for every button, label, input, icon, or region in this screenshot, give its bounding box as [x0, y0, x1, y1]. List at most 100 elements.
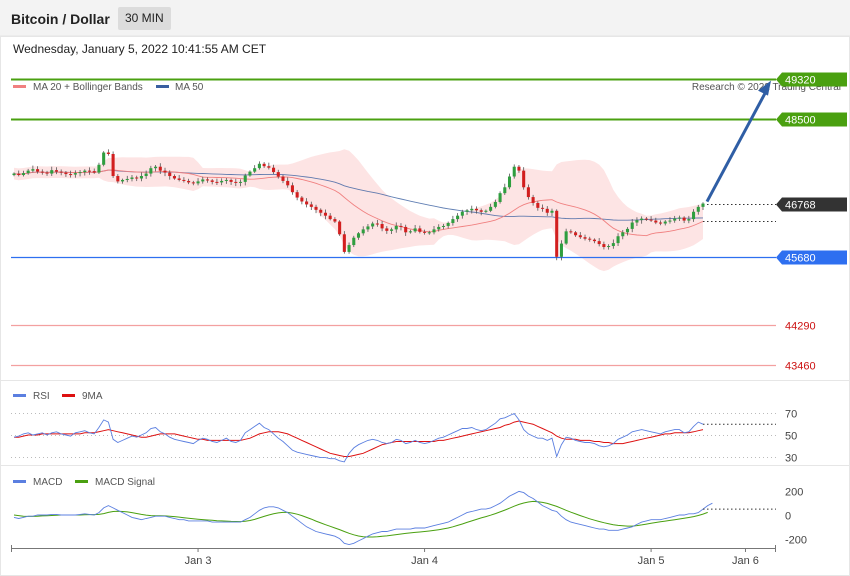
candle — [385, 226, 389, 234]
candle-body — [333, 219, 337, 222]
candle — [522, 167, 526, 190]
candle — [87, 167, 92, 175]
candle — [621, 229, 625, 240]
candle-body — [144, 173, 148, 177]
candle — [59, 169, 63, 176]
candle — [408, 229, 412, 234]
candle — [673, 215, 677, 223]
candle — [663, 220, 667, 226]
candle — [191, 180, 195, 186]
candle — [50, 166, 54, 176]
candle — [163, 167, 167, 177]
candle — [215, 178, 219, 186]
candle-body — [522, 170, 526, 188]
candle-body — [12, 173, 16, 176]
candle-body — [272, 167, 276, 173]
candle-body — [432, 229, 436, 233]
candle — [578, 232, 582, 239]
candle-body — [314, 206, 318, 210]
candle — [272, 164, 276, 175]
candle-body — [224, 179, 228, 181]
candle — [564, 228, 568, 245]
candle — [517, 165, 521, 173]
candle — [121, 178, 125, 184]
macd-line — [13, 490, 713, 545]
candle-body — [342, 234, 346, 252]
candle-body — [437, 226, 441, 230]
timeframe-badge[interactable]: 30 MIN — [118, 7, 171, 30]
level-tag-shape — [776, 112, 847, 127]
projection-arrow — [705, 80, 771, 203]
candle — [470, 205, 474, 214]
candle-body — [290, 185, 294, 193]
candle — [40, 169, 44, 175]
price-level-tags: 49320 48500 46768 45680 44290 43460 — [776, 72, 847, 373]
candle — [541, 204, 545, 212]
candle — [531, 194, 535, 206]
rsi-panel: 70 50 30 — [11, 409, 797, 465]
candle-body — [555, 210, 559, 257]
candle-body — [234, 181, 238, 183]
candle — [45, 170, 49, 176]
candle — [253, 165, 257, 173]
candle — [696, 204, 700, 215]
candle-body — [196, 181, 200, 184]
level-tag-shape — [776, 250, 847, 265]
candle-body — [644, 218, 648, 220]
level-tag-shape — [776, 197, 847, 212]
candle-body — [413, 228, 417, 232]
candle-body — [654, 220, 658, 223]
candle — [286, 177, 290, 188]
candle — [550, 208, 554, 217]
candle-body — [630, 222, 634, 229]
candle — [144, 170, 148, 179]
candle — [404, 224, 408, 236]
candle — [479, 208, 483, 216]
candle-body — [545, 208, 549, 213]
ma50-legend-swatch — [156, 85, 169, 88]
candle — [503, 183, 507, 195]
candle-body — [130, 177, 134, 179]
candle — [314, 204, 318, 214]
candle-body — [550, 210, 554, 213]
candle — [507, 173, 512, 190]
candle-body — [40, 171, 44, 173]
level-tag-text: 46768 — [785, 200, 816, 212]
candle-body — [621, 232, 625, 237]
candle-body — [229, 179, 233, 182]
candle-body — [102, 152, 106, 165]
candle-body — [17, 173, 21, 176]
candle-body — [380, 224, 384, 229]
candle — [380, 221, 384, 232]
candle-body — [394, 225, 398, 230]
candle — [692, 209, 696, 222]
candle-body — [470, 208, 474, 211]
candle-body — [390, 229, 394, 231]
candle — [446, 221, 450, 229]
rsi-ma-legend-label: 9MA — [82, 391, 103, 402]
candle-body — [262, 163, 266, 167]
candle — [456, 213, 460, 222]
candle-body — [238, 181, 243, 183]
candle — [26, 168, 30, 175]
candle-body — [168, 172, 172, 177]
candle — [371, 221, 375, 230]
candle-body — [503, 187, 507, 194]
candle-body — [92, 171, 96, 173]
candle — [196, 178, 200, 186]
candle — [375, 219, 379, 227]
candle — [21, 170, 25, 177]
candle-body — [220, 180, 224, 183]
candle — [135, 175, 139, 182]
candle-body — [352, 237, 356, 246]
candle — [238, 179, 243, 187]
chart-frame — [0, 35, 850, 576]
candle — [526, 184, 530, 200]
candle — [474, 206, 479, 214]
candle — [224, 177, 228, 184]
candle — [682, 216, 686, 224]
candle — [493, 199, 497, 209]
ma20-legend-swatch — [13, 85, 26, 88]
candle — [300, 195, 304, 205]
